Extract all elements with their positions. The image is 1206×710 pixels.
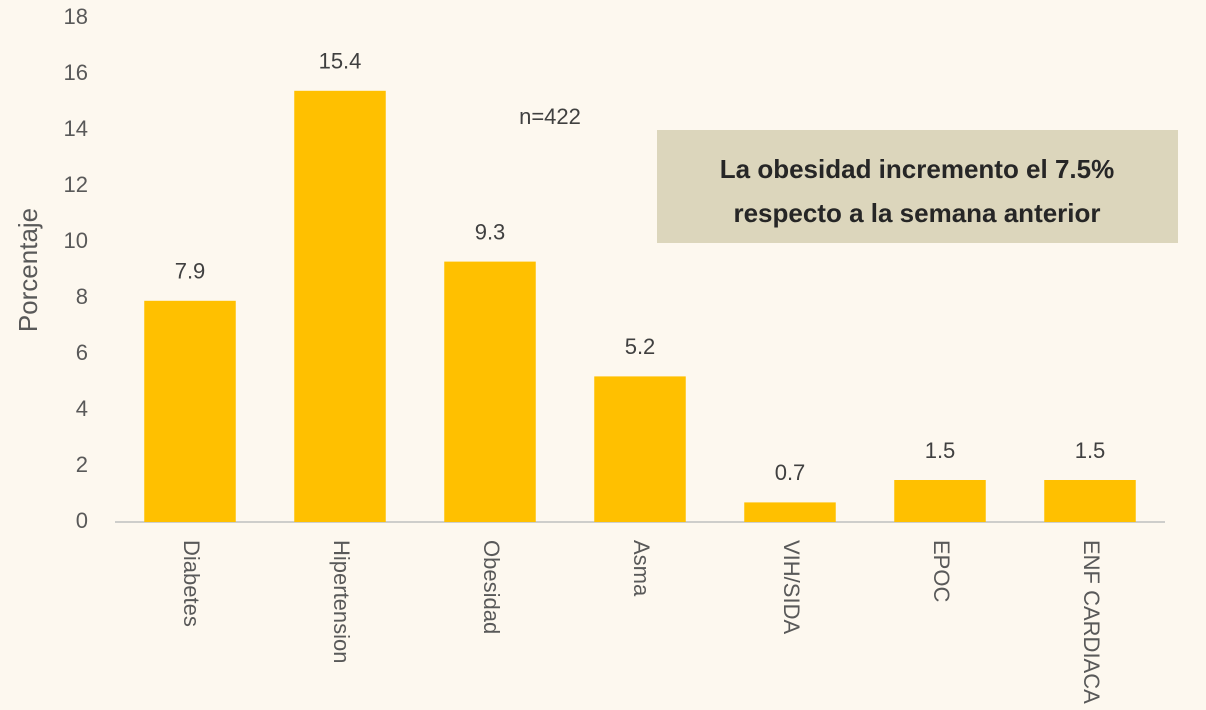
callout-box (657, 130, 1178, 243)
y-tick-label: 10 (64, 228, 88, 253)
x-tick-label: Asma (629, 540, 654, 597)
bar (444, 261, 536, 522)
x-tick-label: EPOC (929, 540, 954, 602)
y-tick-label: 16 (64, 60, 88, 85)
bar (894, 480, 986, 522)
bar (594, 376, 686, 522)
value-label: 7.9 (175, 259, 206, 284)
x-tick-label: Obesidad (479, 540, 504, 634)
y-tick-label: 12 (64, 172, 88, 197)
x-tick-label: ENF CARDIACA (1079, 540, 1104, 704)
bar (294, 90, 386, 523)
y-tick-label: 8 (76, 284, 88, 309)
bar (1044, 480, 1136, 522)
y-tick-label: 14 (64, 116, 88, 141)
value-label: 1.5 (925, 438, 956, 463)
value-label: 1.5 (1075, 438, 1106, 463)
y-tick-label: 6 (76, 340, 88, 365)
bar (744, 502, 836, 522)
value-label: 9.3 (475, 219, 506, 244)
value-label: 0.7 (775, 460, 806, 485)
y-tick-label: 4 (76, 396, 88, 421)
x-tick-label: Hipertension (329, 540, 354, 664)
value-label: 15.4 (319, 49, 362, 74)
y-tick-label: 0 (76, 508, 88, 533)
y-tick-label: 18 (64, 4, 88, 29)
callout-line: respecto a la semana anterior (733, 198, 1100, 228)
y-axis-label: Porcentaje (13, 208, 43, 332)
value-label: 5.2 (625, 334, 656, 359)
y-tick-label: 2 (76, 452, 88, 477)
annotation: n=422 (519, 104, 581, 129)
x-tick-label: VIH/SIDA (779, 540, 804, 634)
bar (144, 300, 236, 522)
callout-line: La obesidad incremento el 7.5% (720, 154, 1114, 184)
x-tick-label: Diabetes (179, 540, 204, 627)
